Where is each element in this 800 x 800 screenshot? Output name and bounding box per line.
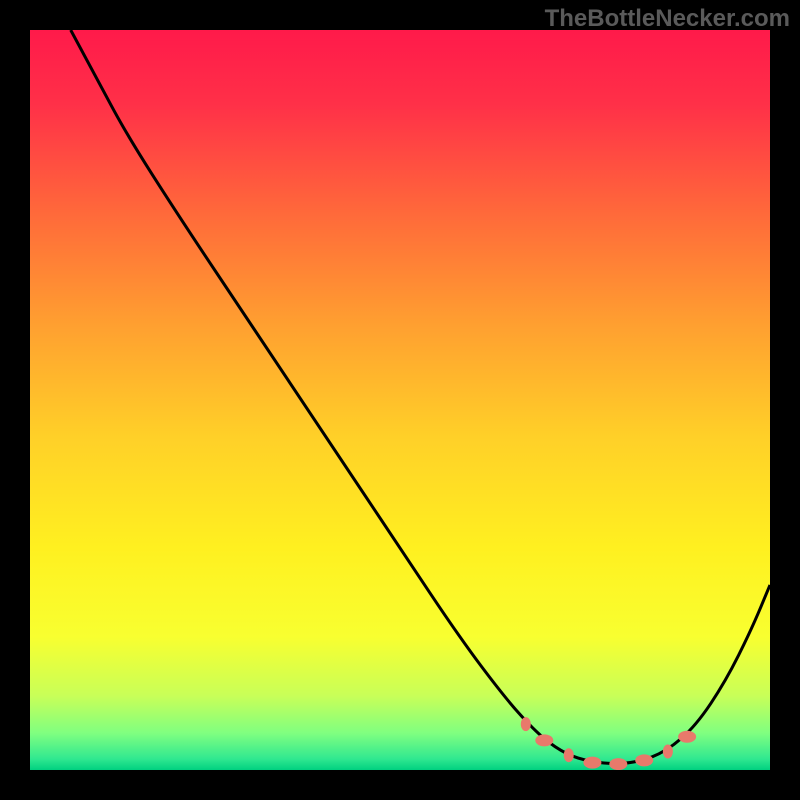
chart-svg xyxy=(30,30,770,770)
bottleneck-curve xyxy=(71,30,770,764)
curve-marker xyxy=(635,754,653,766)
curve-marker xyxy=(678,731,696,743)
curve-marker xyxy=(609,758,627,770)
plot-area xyxy=(30,30,770,770)
attribution-text: TheBottleNecker.com xyxy=(545,5,790,33)
curve-marker xyxy=(583,757,601,769)
curve-marker xyxy=(663,745,673,759)
curve-marker xyxy=(564,748,574,762)
curve-marker xyxy=(535,734,553,746)
curve-marker xyxy=(521,717,531,731)
